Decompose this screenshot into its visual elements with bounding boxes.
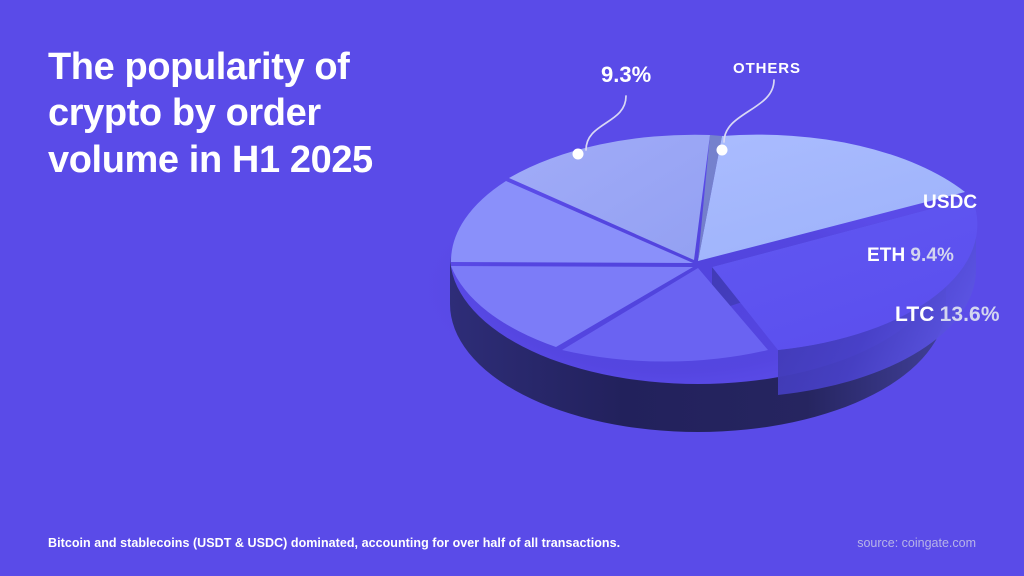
pie-slice-usdt[interactable]: [712, 198, 978, 350]
pie-slice-usdc[interactable]: [509, 134, 710, 260]
footer-note: Bitcoin and stablecoins (USDT & USDC) do…: [48, 536, 621, 550]
title-block: The popularity of crypto by order volume…: [48, 44, 448, 183]
pie-chart-svg: [410, 134, 978, 432]
footer: Bitcoin and stablecoins (USDT & USDC) do…: [0, 510, 1024, 576]
slice-side-wall-usdt-edge: [778, 225, 976, 395]
footer-source: source: coingate.com: [857, 536, 976, 550]
page-title: The popularity of crypto by order volume…: [48, 46, 373, 181]
pie-slice-others[interactable]: [698, 134, 965, 261]
pie-slice-eth[interactable]: [450, 181, 693, 263]
pie-slice-ltc[interactable]: [451, 266, 693, 347]
slice-gap-usdc-others: [698, 135, 722, 261]
pie-slice-btc[interactable]: [562, 268, 768, 362]
